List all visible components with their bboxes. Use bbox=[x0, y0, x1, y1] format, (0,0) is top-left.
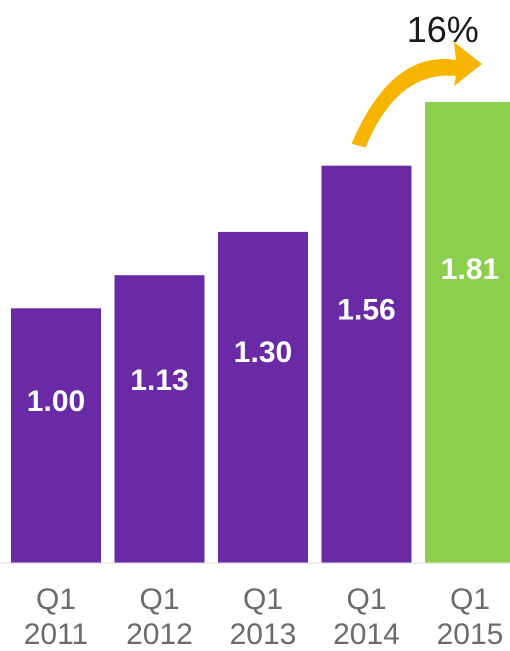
x-tick-label: 2014 bbox=[333, 618, 400, 651]
bar-q1-2014 bbox=[321, 165, 412, 564]
x-tick-label: Q1 bbox=[139, 583, 179, 616]
growth-annotation: 16% bbox=[351, 9, 482, 148]
x-tick-label: 2012 bbox=[126, 618, 193, 651]
bar-q1-2013 bbox=[218, 231, 308, 564]
x-tick-label: Q1 bbox=[36, 583, 76, 616]
bar-value-label: 1.30 bbox=[234, 336, 292, 369]
bar-q1-2012 bbox=[114, 275, 205, 563]
x-tick-label: Q1 bbox=[243, 583, 283, 616]
x-tick-label: Q1 bbox=[450, 583, 490, 616]
bar-value-label: 1.13 bbox=[130, 364, 188, 397]
x-tick-label: 2015 bbox=[437, 618, 504, 651]
growth-percent-label: 16% bbox=[407, 9, 479, 50]
growth-arrow-icon bbox=[351, 42, 482, 148]
x-tick-label: 2011 bbox=[24, 618, 89, 651]
bar-value-label: 1.81 bbox=[441, 253, 499, 286]
bar-q1-2011 bbox=[11, 308, 101, 563]
x-tick-label: 2013 bbox=[230, 618, 297, 651]
bar-q1-2015 bbox=[425, 102, 510, 563]
x-tick-label: Q1 bbox=[346, 583, 386, 616]
bar-value-label: 1.56 bbox=[337, 294, 395, 327]
bar-value-label: 1.00 bbox=[27, 385, 85, 418]
bars-layer: 1.00 1.13 1.30 1.56 1.81 bbox=[11, 102, 510, 564]
